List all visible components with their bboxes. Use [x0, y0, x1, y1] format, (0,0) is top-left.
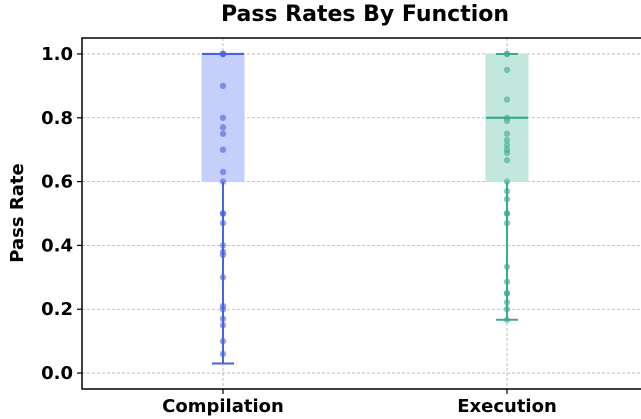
data-point: [503, 130, 511, 137]
data-point: [503, 178, 511, 185]
data-point: [503, 263, 511, 270]
data-point: [503, 278, 511, 285]
data-point: [219, 315, 227, 322]
data-point: [503, 316, 511, 323]
data-point: [219, 337, 227, 345]
y-axis-label: Pass Rate: [7, 163, 28, 262]
data-point: [219, 82, 227, 90]
y-tick-label: 0.4: [41, 235, 73, 256]
chart-title: Pass Rates By Function: [221, 2, 509, 27]
grid-lines: [82, 38, 641, 389]
box-execution: [485, 50, 529, 323]
plot-frame: [81, 37, 641, 390]
y-tick-label: 0.6: [41, 172, 73, 193]
data-point: [219, 124, 227, 131]
data-point: [219, 130, 227, 137]
data-point: [503, 187, 511, 195]
y-axis-ticks: 0.0 0.2 0.4 0.6 0.8 1.0: [41, 44, 82, 384]
data-point: [503, 290, 511, 297]
y-tick-label: 0.8: [41, 108, 73, 129]
data-point: [219, 251, 227, 259]
y-tick-label: 0.0: [41, 363, 73, 384]
data-point: [503, 157, 511, 164]
y-tick-label: 1.0: [41, 44, 73, 65]
data-point: [219, 219, 227, 227]
data-point: [503, 219, 511, 227]
data-point: [219, 50, 227, 58]
data-point: [503, 306, 511, 313]
data-point: [503, 96, 511, 103]
x-tick-label: Compilation: [162, 396, 284, 417]
data-point: [219, 146, 227, 153]
data-point: [503, 50, 511, 58]
data-point: [219, 321, 227, 329]
data-point: [219, 242, 227, 249]
data-point: [219, 306, 227, 313]
data-point: [219, 274, 227, 281]
data-point: [219, 178, 227, 185]
data-point: [503, 142, 511, 149]
data-point: [503, 117, 511, 125]
y-tick-label: 0.2: [41, 299, 73, 320]
data-point: [503, 210, 511, 217]
data-point: [219, 210, 227, 217]
data-point: [219, 350, 227, 358]
data-point: [219, 114, 227, 121]
data-point: [503, 195, 511, 203]
x-axis-ticks: Compilation Execution: [162, 389, 557, 417]
data-point: [219, 168, 227, 176]
data-point: [503, 66, 511, 74]
x-tick-label: Execution: [457, 396, 557, 417]
data-point: [503, 136, 511, 144]
data-point: [503, 299, 511, 306]
boxes: [201, 50, 529, 365]
box-compilation: [201, 50, 245, 365]
data-point: [503, 149, 511, 157]
